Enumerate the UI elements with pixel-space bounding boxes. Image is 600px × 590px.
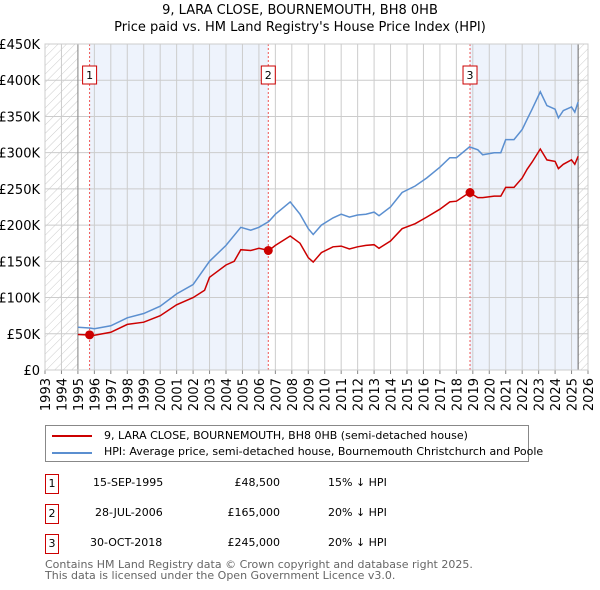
y-tick-label: £100K xyxy=(0,292,40,307)
sale-row: 2 28-JUL-2006 £165,000 20% ↓ HPI xyxy=(45,504,565,524)
chart-subtitle: Price paid vs. HM Land Registry's House … xyxy=(114,20,486,35)
x-tick-label: 2024 xyxy=(549,378,564,411)
x-tick-label: 2019 xyxy=(467,378,482,411)
x-tick-label: 2000 xyxy=(154,378,169,411)
x-tick-label: 2003 xyxy=(204,378,219,411)
hatched-region-after-data xyxy=(578,44,588,370)
x-tick-label: 2008 xyxy=(286,378,301,411)
sale-hpi-diff: 20% ↓ HPI xyxy=(328,536,387,549)
x-tick-label: 2009 xyxy=(302,378,317,411)
x-tick-label: 2015 xyxy=(401,378,416,411)
sale-row: 3 30-OCT-2018 £245,000 20% ↓ HPI xyxy=(45,534,565,554)
x-tick-label: 2012 xyxy=(352,378,367,411)
sale-point xyxy=(465,188,475,198)
x-tick-label: 2006 xyxy=(253,378,268,411)
sale-date: 28-JUL-2006 xyxy=(95,506,163,519)
x-tick-label: 2002 xyxy=(187,378,202,411)
sale-marker-label: 3 xyxy=(467,69,474,82)
x-tick-label: 2011 xyxy=(335,378,350,411)
x-tick-label: 2016 xyxy=(417,378,432,411)
x-tick-label: 2017 xyxy=(434,378,449,411)
x-tick-label: 2022 xyxy=(516,378,531,411)
x-tick-label: 2004 xyxy=(220,378,235,411)
y-tick-label: £200K xyxy=(0,219,40,234)
x-tick-label: 2001 xyxy=(171,378,186,411)
y-tick-label: £400K xyxy=(0,74,40,89)
x-tick-label: 1995 xyxy=(72,378,87,411)
sale-marker-badge: 2 xyxy=(45,504,59,524)
y-tick-label: £150K xyxy=(0,255,40,270)
sale-marker-box xyxy=(462,65,478,85)
plot-border xyxy=(44,43,589,371)
x-tick-label: 2018 xyxy=(450,378,465,411)
legend-swatch-property xyxy=(52,435,92,437)
sale-point xyxy=(85,330,95,340)
sale-marker-label: 1 xyxy=(86,69,93,82)
footer-line-2: This data is licensed under the Open Gov… xyxy=(45,569,396,582)
y-tick-label: £250K xyxy=(0,183,40,198)
sale-price: £165,000 xyxy=(227,506,281,519)
y-tick-label: £0 xyxy=(23,364,40,379)
x-tick-label: 1994 xyxy=(55,378,70,411)
sale-point xyxy=(263,245,273,255)
legend: 9, LARA CLOSE, BOURNEMOUTH, BH8 0HB (sem… xyxy=(45,425,543,462)
sale-marker-box xyxy=(260,65,276,85)
sale-marker-badge: 3 xyxy=(45,534,59,554)
y-tick-label: £50K xyxy=(7,328,41,343)
x-tick-label: 2020 xyxy=(483,378,498,411)
x-tick-label: 2010 xyxy=(319,378,334,411)
x-tick-label: 2014 xyxy=(385,378,400,411)
sale-row: 1 15-SEP-1995 £48,500 15% ↓ HPI xyxy=(45,474,565,494)
x-tick-label: 1997 xyxy=(105,378,120,411)
sale-hpi-diff: 15% ↓ HPI xyxy=(328,476,387,489)
x-tick-label: 2005 xyxy=(236,378,251,411)
x-tick-label: 2025 xyxy=(566,378,581,411)
x-tick-label: 1999 xyxy=(138,378,153,411)
footer-line-1: Contains HM Land Registry data © Crown c… xyxy=(45,558,473,571)
legend-swatch-hpi xyxy=(52,452,92,454)
x-tick-label: 2026 xyxy=(582,378,597,411)
sale-marker-box xyxy=(82,65,98,85)
x-tick-label: 1998 xyxy=(121,378,136,411)
sale-hpi-diff: 20% ↓ HPI xyxy=(328,506,387,519)
y-tick-label: £300K xyxy=(0,147,40,162)
x-tick-label: 2023 xyxy=(533,378,548,411)
sale-marker-badge: 1 xyxy=(45,474,59,494)
x-tick-label: 1993 xyxy=(39,378,54,411)
shaded-ownership-period xyxy=(89,44,269,370)
x-tick-label: 1996 xyxy=(88,378,103,411)
chart-title: 9, LARA CLOSE, BOURNEMOUTH, BH8 0HB xyxy=(162,3,438,18)
legend-label-hpi: HPI: Average price, semi-detached house,… xyxy=(104,445,544,458)
footer: Contains HM Land Registry data © Crown c… xyxy=(45,559,473,581)
chart: £0 £50K £100K £150K £200K £250K £300K £350K £400… xyxy=(0,38,597,411)
y-tick-label: £350K xyxy=(0,110,40,125)
x-tick-label: 2013 xyxy=(368,378,383,411)
sale-marker-label: 2 xyxy=(265,69,272,82)
sale-price: £48,500 xyxy=(234,476,281,489)
legend-label-property: 9, LARA CLOSE, BOURNEMOUTH, BH8 0HB (sem… xyxy=(104,429,468,442)
y-tick-label: £450K xyxy=(0,38,40,53)
sale-price: £245,000 xyxy=(227,536,281,549)
hpi-line xyxy=(77,90,579,330)
x-tick-label: 2021 xyxy=(500,378,515,411)
shaded-ownership-period xyxy=(470,44,579,370)
sale-date: 15-SEP-1995 xyxy=(93,476,164,489)
sale-date: 30-OCT-2018 xyxy=(90,536,163,549)
property-price-line xyxy=(77,147,579,336)
x-tick-label: 2007 xyxy=(269,378,284,411)
